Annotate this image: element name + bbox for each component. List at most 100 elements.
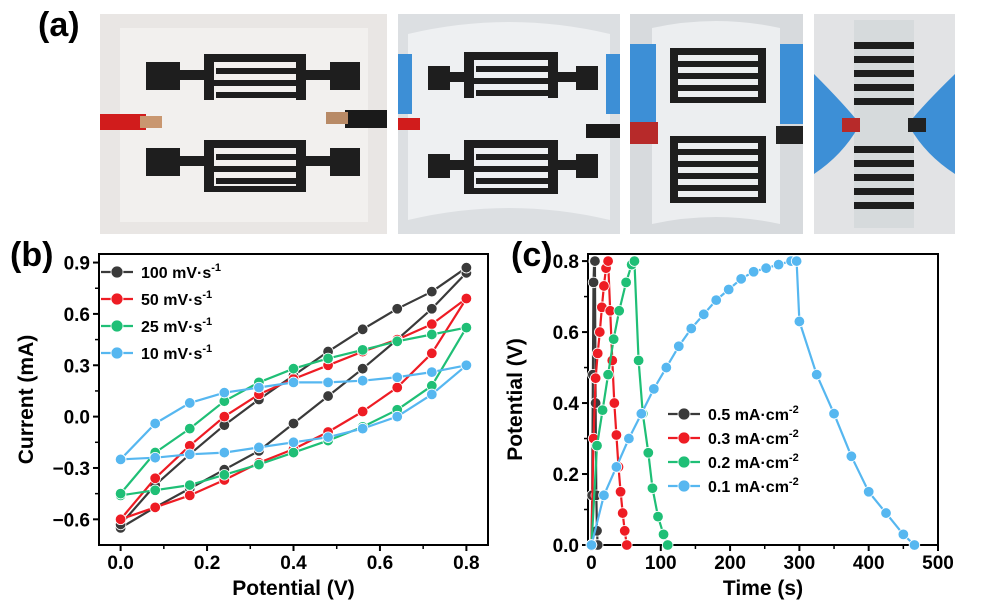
data-point [660, 361, 673, 374]
data-point [589, 255, 601, 267]
data-point [356, 323, 369, 336]
data-point [391, 371, 403, 383]
legend-marker [110, 319, 124, 333]
data-point [880, 507, 892, 519]
x-tick-label: 300 [784, 553, 816, 574]
x-tick-label: 0.6 [367, 553, 393, 574]
series-2 [585, 255, 674, 551]
data-point [356, 374, 369, 387]
data-point [426, 388, 438, 401]
x-tick-label: 400 [853, 553, 885, 574]
data-point [598, 489, 610, 502]
data-point [149, 472, 161, 484]
x-tick-label: 100 [645, 553, 677, 574]
data-point [623, 432, 635, 445]
data-point [596, 404, 609, 416]
data-point [616, 507, 629, 519]
data-point [722, 283, 735, 296]
legend-marker [110, 346, 124, 360]
data-point [628, 255, 641, 267]
data-point [287, 446, 300, 459]
x-tick-label: 500 [922, 553, 954, 574]
photo-slightly-bent-device [398, 14, 620, 234]
y-tick-label: 0.0 [553, 536, 579, 557]
data-point [620, 276, 632, 289]
data-point [587, 276, 600, 289]
series-3 [114, 359, 473, 466]
data-point [391, 381, 403, 394]
data-point [253, 381, 265, 394]
series-line [590, 260, 916, 546]
data-point [287, 376, 300, 389]
x-tick-label: 0.0 [107, 553, 133, 574]
data-point [356, 362, 369, 375]
y-tick-label: −0.3 [52, 459, 90, 480]
legend-label: 10 mV·s-1 [141, 343, 212, 363]
data-point [594, 326, 606, 338]
y-tick-label: 0.3 [64, 356, 90, 377]
data-point [253, 458, 265, 471]
chart-0: 0.0 0.2 0.4 0.6 0.8 −0.6 −0.3 0.0 0.3 0.6 0.9 Poten… [15, 253, 489, 600]
chart-1: 0 100 200 300 400 500 0.0 0.2 0.4 0.6 0.8 Time (s) P… [504, 252, 954, 600]
data-point [614, 486, 627, 498]
legend-label: 0.5 mA·cm-2 [708, 404, 799, 424]
data-point [149, 452, 161, 464]
data-point [828, 407, 840, 420]
data-point [635, 407, 648, 420]
data-point [218, 469, 231, 481]
photo-flat-device [100, 14, 387, 234]
data-point [356, 422, 369, 435]
data-point [184, 479, 196, 491]
data-point [592, 347, 604, 360]
data-point [426, 318, 438, 330]
data-point [287, 436, 300, 448]
legend-label: 100 mV·s-1 [141, 262, 221, 282]
data-point [862, 486, 875, 498]
data-point [790, 255, 803, 267]
x-tick-label: 0.2 [194, 553, 220, 574]
data-point [391, 410, 403, 423]
data-point [114, 453, 127, 466]
data-point [607, 333, 620, 345]
data-point [287, 362, 300, 375]
data-point [585, 539, 598, 551]
data-point [621, 539, 633, 551]
data-point [253, 441, 265, 454]
data-point [426, 347, 438, 359]
data-point [149, 417, 161, 430]
data-point [184, 422, 196, 435]
legend-label: 0.2 mA·cm-2 [708, 452, 799, 472]
data-point [114, 513, 127, 526]
data-point [598, 280, 610, 292]
legend-marker [677, 479, 691, 493]
data-point [460, 359, 473, 371]
data-point [356, 405, 369, 418]
data-point [908, 539, 921, 551]
data-point [184, 448, 196, 460]
data-point [698, 308, 710, 321]
data-point [591, 439, 603, 452]
x-tick-label: 0 [586, 553, 597, 574]
data-point [287, 417, 300, 430]
y-tick-label: 0.6 [553, 323, 579, 344]
data-point [619, 525, 631, 537]
plot-frame [587, 253, 939, 546]
y-tick-label: 0.4 [553, 394, 580, 415]
x-axis-label: Potential (V) [232, 577, 355, 600]
data-point [218, 410, 231, 423]
legend-marker [677, 431, 691, 445]
data-point [606, 354, 618, 367]
data-point [710, 294, 722, 306]
data-point [685, 322, 697, 335]
data-point [845, 450, 858, 462]
data-point [897, 528, 910, 541]
data-point [356, 344, 369, 356]
legend-marker [110, 265, 124, 279]
y-tick-label: 0.9 [64, 254, 90, 275]
legend-label: 25 mV·s-1 [141, 316, 212, 336]
photo-bent-device [630, 14, 803, 234]
data-point [391, 335, 403, 348]
data-point [460, 292, 473, 305]
y-tick-label: −0.6 [52, 510, 90, 531]
data-point [662, 539, 674, 551]
